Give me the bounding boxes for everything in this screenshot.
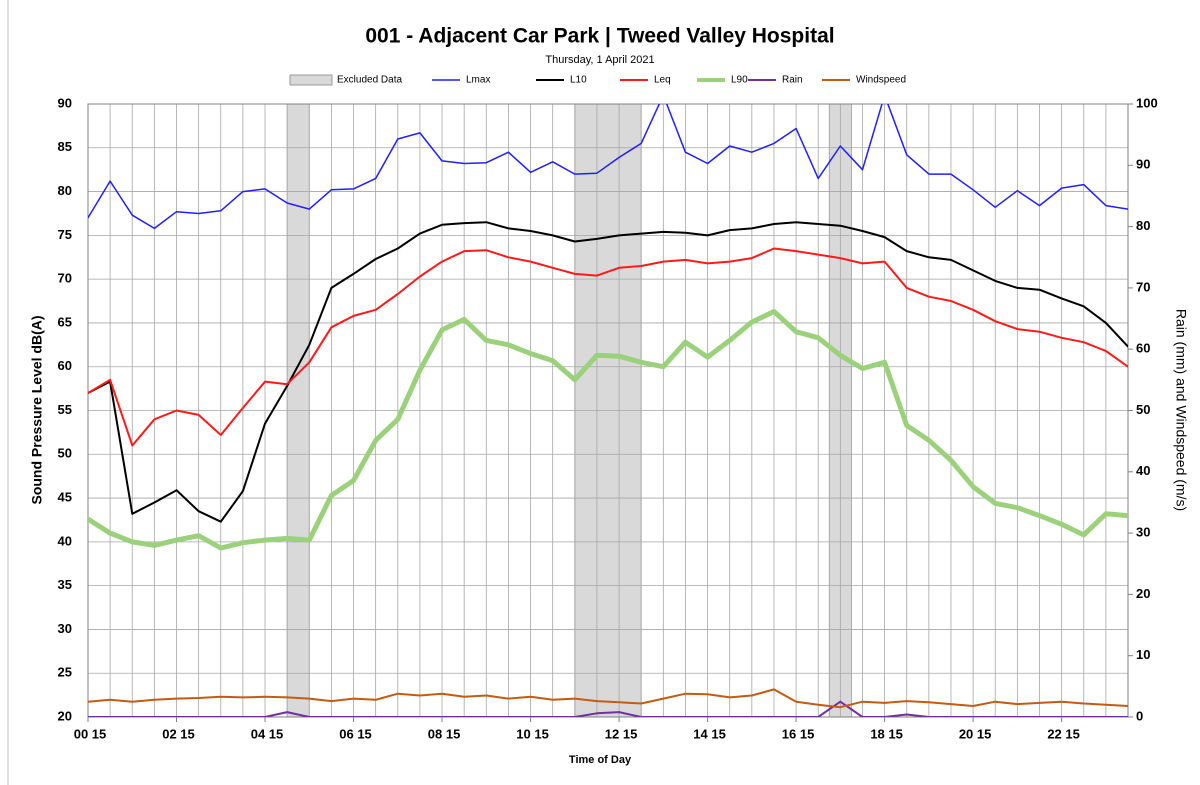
y-tick-label: 70 — [58, 271, 72, 286]
legend-swatch — [289, 74, 333, 86]
y2-tick-label: 10 — [1136, 647, 1150, 662]
y2-axis-label: Rain (mm) and Windspeed (m/s) — [1173, 309, 1189, 511]
series-line — [88, 688, 1128, 709]
y2-tick-label: 60 — [1136, 341, 1150, 356]
y-tick-label: 80 — [58, 183, 72, 198]
y-axis-label: Sound Pressure Level dB(A) — [29, 315, 45, 504]
x-tick-label: 00 15 — [74, 726, 107, 741]
x-tick-label: 14 15 — [693, 726, 726, 741]
series-line — [88, 104, 1128, 230]
y2-tick-label: 40 — [1136, 463, 1150, 478]
x-tick-label: 02 15 — [162, 726, 195, 741]
chart-title: 001 - Adjacent Car Park | Tweed Valley H… — [365, 25, 834, 48]
y2-tick-label: 0 — [1136, 708, 1143, 723]
y2-tick-label: 100 — [1136, 95, 1158, 110]
y2-tick-label: 20 — [1136, 586, 1150, 601]
y-tick-label: 75 — [58, 227, 72, 242]
y-tick-label: 40 — [58, 533, 72, 548]
series-line — [88, 309, 1128, 551]
y-tick-label: 55 — [58, 402, 72, 417]
legend-label: Windspeed — [856, 75, 906, 86]
x-axis-label: Time of Day — [569, 754, 632, 766]
series-line — [88, 700, 1128, 717]
x-tick-label: 20 15 — [959, 726, 992, 741]
x-tick-label: 12 15 — [605, 726, 638, 741]
y-tick-label: 25 — [58, 665, 72, 680]
y2-tick-label: 30 — [1136, 525, 1150, 540]
legend-label: L10 — [570, 75, 587, 86]
x-tick-label: 04 15 — [251, 726, 284, 741]
y2-tick-label: 90 — [1136, 157, 1150, 172]
y-tick-label: 45 — [58, 490, 72, 505]
chart-subtitle: Thursday, 1 April 2021 — [545, 54, 654, 66]
x-tick-label: 06 15 — [339, 726, 372, 741]
legend-label: Lmax — [466, 75, 490, 86]
plot-lines — [88, 104, 1128, 717]
x-tick-label: 16 15 — [782, 726, 815, 741]
x-tick-label: 10 15 — [516, 726, 549, 741]
y-tick-label: 85 — [58, 139, 72, 154]
y-tick-label: 50 — [58, 446, 72, 461]
series-line — [88, 221, 1128, 523]
y-tick-label: 30 — [58, 621, 72, 636]
y-tick-label: 60 — [58, 358, 72, 373]
y2-tick-label: 70 — [1136, 279, 1150, 294]
y-tick-label: 20 — [58, 708, 72, 723]
legend-label: Rain — [782, 75, 803, 86]
x-tick-label: 08 15 — [428, 726, 461, 741]
series-line — [88, 247, 1128, 447]
legend-label: L90 — [731, 75, 748, 86]
y-tick-label: 90 — [58, 95, 72, 110]
x-tick-label: 22 15 — [1047, 726, 1080, 741]
y2-tick-label: 80 — [1136, 218, 1150, 233]
y-tick-label: 35 — [58, 577, 72, 592]
y2-tick-label: 50 — [1136, 402, 1150, 417]
legend-label: Leq — [654, 75, 671, 86]
y-tick-label: 65 — [58, 314, 72, 329]
legend-label: Excluded Data — [337, 75, 402, 86]
x-tick-label: 18 15 — [870, 726, 903, 741]
